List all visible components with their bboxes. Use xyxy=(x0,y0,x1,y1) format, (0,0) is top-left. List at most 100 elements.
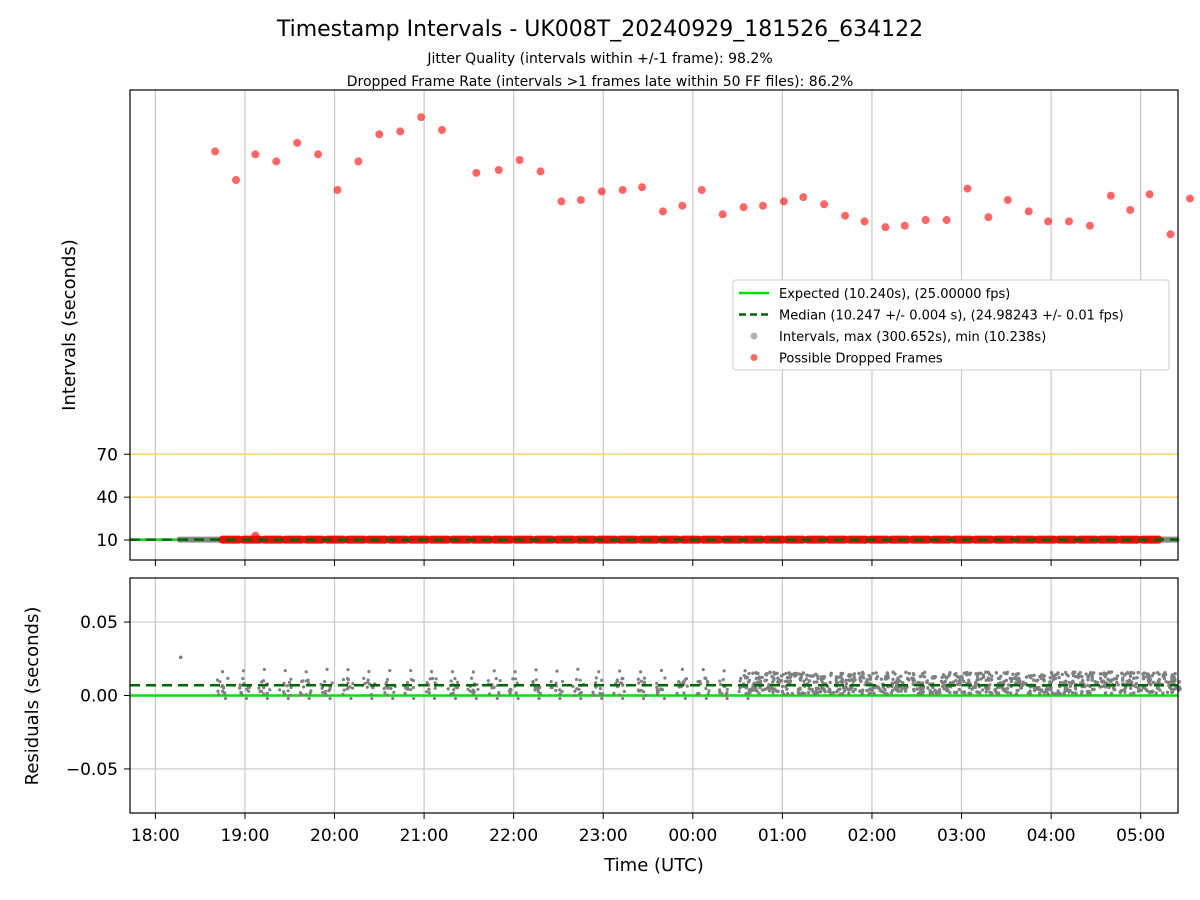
residual-point xyxy=(428,677,432,681)
residual-point xyxy=(951,680,956,684)
legend-dot-swatch xyxy=(750,332,758,340)
legend: Expected (10.240s), (25.00000 fps) Median… xyxy=(732,279,1170,371)
residual-point xyxy=(819,677,824,682)
chart-subtitle-line-1: Jitter Quality (intervals within +/-1 fr… xyxy=(426,51,772,67)
residual-point xyxy=(1076,672,1081,677)
residual-point xyxy=(1008,691,1013,695)
residual-point xyxy=(975,690,979,694)
residual-point xyxy=(1058,680,1063,685)
residual-point xyxy=(870,688,875,692)
residual-point xyxy=(834,678,838,682)
residual-point xyxy=(904,670,908,674)
residual-point xyxy=(351,681,355,686)
residual-point xyxy=(1065,687,1069,691)
residual-point xyxy=(246,689,251,693)
residual-point xyxy=(365,685,369,689)
residual-point xyxy=(744,691,748,696)
residual-point xyxy=(508,688,513,692)
residual-point xyxy=(1032,688,1037,693)
residual-point xyxy=(576,667,580,671)
residual-point xyxy=(1090,687,1095,692)
residual-point xyxy=(717,690,722,694)
intervals-y-tick-label: 40 xyxy=(96,488,118,508)
residual-point xyxy=(878,689,883,693)
residual-point xyxy=(911,677,916,681)
residual-point xyxy=(822,687,826,691)
residuals-plot: 18:00 19:00 20:00 21:00 22:00 23:00 00:00 01:00… xyxy=(66,577,1182,846)
residuals-plot-frame xyxy=(129,577,1179,814)
residual-point xyxy=(860,690,864,694)
residual-point xyxy=(1086,683,1090,687)
residual-point xyxy=(494,676,498,681)
residual-point xyxy=(594,681,598,685)
residual-point xyxy=(1002,671,1007,675)
residual-point xyxy=(703,676,707,680)
residual-point xyxy=(1044,687,1049,692)
dropped-frame-point xyxy=(472,168,481,177)
residual-point xyxy=(701,668,705,672)
residual-point xyxy=(492,669,496,673)
intervals-y-tick-label: 70 xyxy=(96,445,118,465)
residual-point xyxy=(1071,691,1075,695)
residual-point xyxy=(514,691,518,695)
residual-point xyxy=(776,676,780,680)
residual-point xyxy=(989,691,994,695)
dropped-frame-point xyxy=(678,201,687,210)
residual-point xyxy=(287,680,292,684)
residual-point xyxy=(816,676,820,681)
residual-point xyxy=(411,685,416,690)
residual-point xyxy=(391,696,395,701)
residual-point xyxy=(746,696,750,701)
residual-point xyxy=(1098,676,1103,681)
residual-point xyxy=(536,690,540,694)
residual-point xyxy=(301,685,306,689)
residual-point xyxy=(431,676,435,681)
residual-point xyxy=(558,696,562,701)
residual-point xyxy=(1064,670,1068,675)
residual-point xyxy=(531,680,535,684)
residual-point xyxy=(847,691,851,695)
residual-point xyxy=(262,686,266,690)
residual-point xyxy=(285,684,289,688)
residual-point xyxy=(1170,690,1174,695)
dropped-frame-point xyxy=(333,186,342,194)
dropped-frame-point xyxy=(1126,206,1135,214)
residual-point xyxy=(785,675,789,680)
residual-point xyxy=(938,690,942,695)
residual-point xyxy=(835,680,839,685)
dropped-frame-point xyxy=(1145,190,1154,199)
residual-point xyxy=(801,671,806,675)
residual-point xyxy=(403,691,407,695)
residual-point xyxy=(786,679,791,683)
residual-point xyxy=(558,692,562,696)
residual-point xyxy=(1141,672,1145,676)
residual-point xyxy=(776,689,780,694)
residual-point xyxy=(574,677,579,682)
residual-point xyxy=(1006,683,1011,687)
residual-point xyxy=(549,680,553,684)
residual-point xyxy=(346,668,350,672)
residual-point xyxy=(307,696,311,701)
residual-point xyxy=(1150,690,1154,694)
x-tick-label: 20:00 xyxy=(310,826,359,846)
legend-entry-label: Possible Dropped Frames xyxy=(779,352,943,367)
residual-point xyxy=(319,682,323,687)
residual-point xyxy=(706,692,710,696)
dropped-frame-point xyxy=(597,187,606,196)
residual-point xyxy=(746,680,751,684)
residual-point xyxy=(719,682,723,687)
residual-point xyxy=(780,684,785,689)
residual-point xyxy=(240,692,244,696)
residual-point xyxy=(779,674,784,678)
residual-point xyxy=(455,686,459,690)
residual-point xyxy=(218,680,222,684)
residual-point xyxy=(282,692,287,696)
residual-point xyxy=(968,691,972,696)
residual-point xyxy=(1141,676,1146,681)
x-tick-label: 23:00 xyxy=(579,826,628,846)
residual-point xyxy=(432,696,437,701)
dropped-frame-point xyxy=(1185,194,1194,203)
residual-point xyxy=(301,679,305,683)
residual-point xyxy=(1142,686,1147,690)
residual-point xyxy=(885,692,889,696)
